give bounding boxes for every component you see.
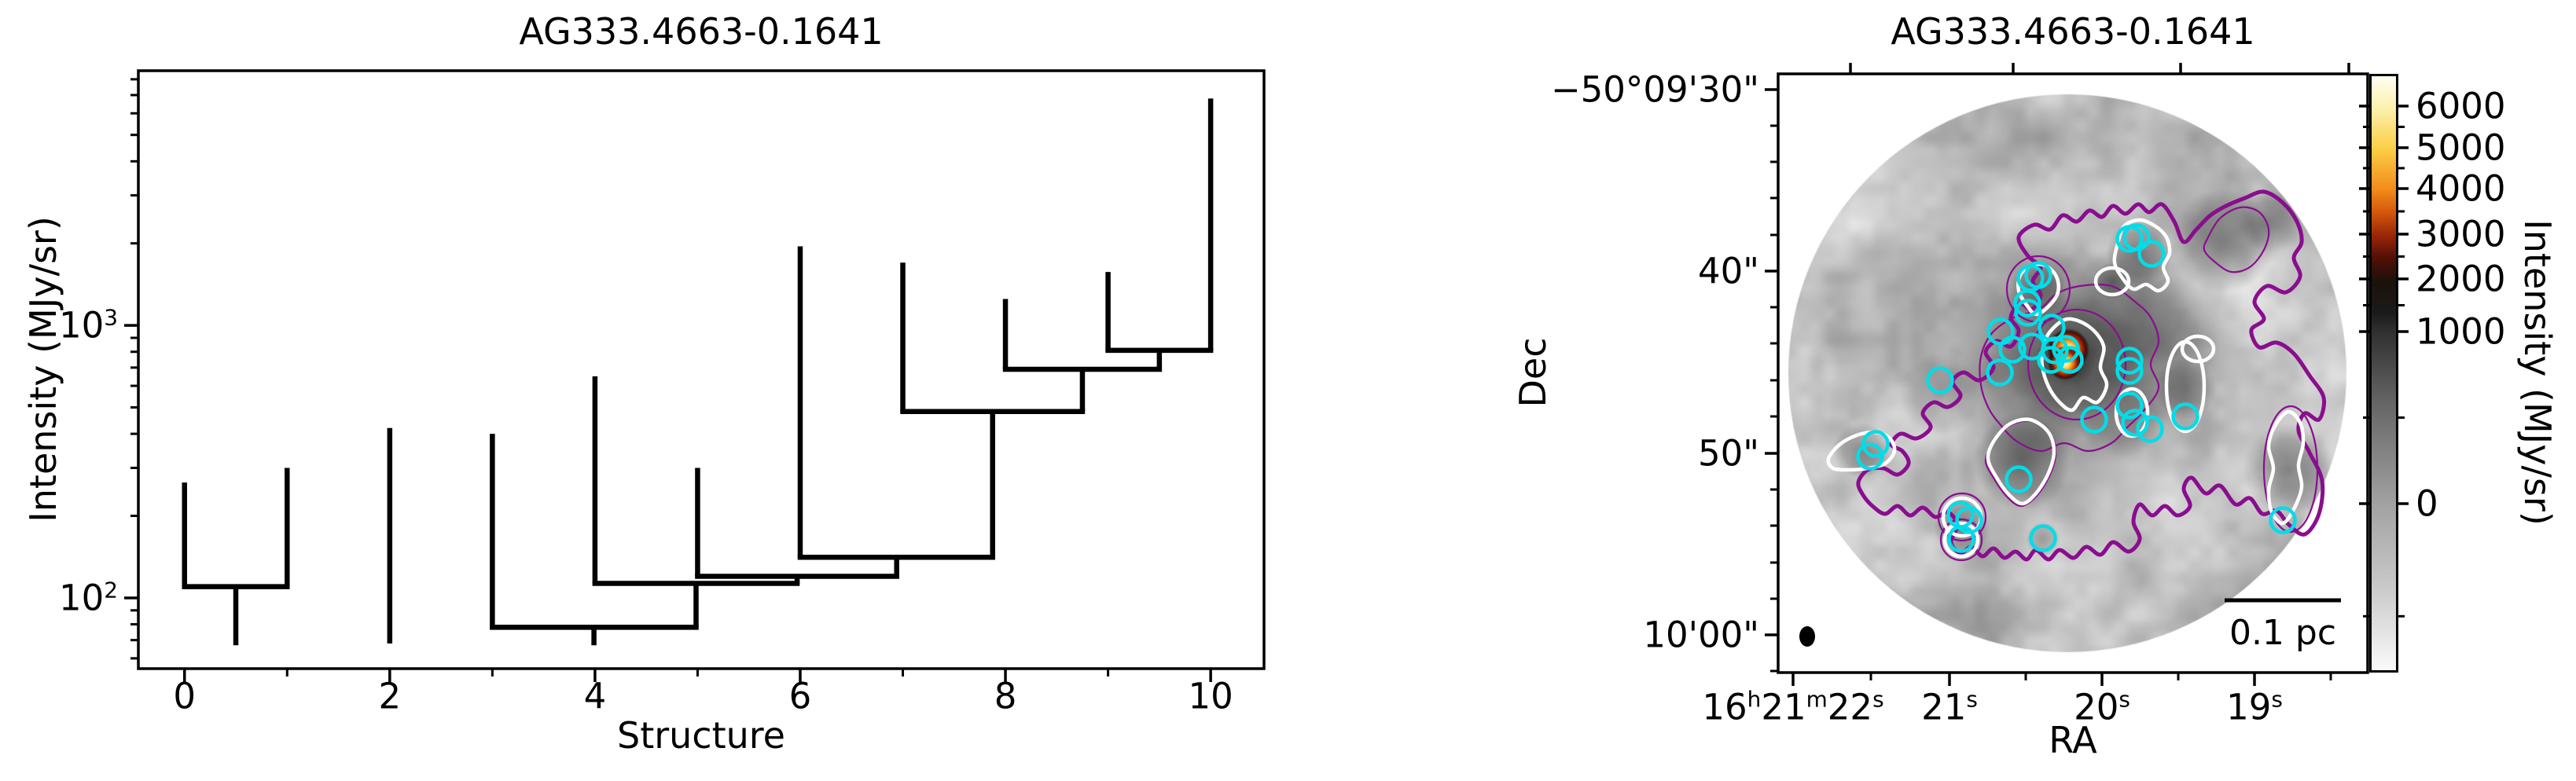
compact-source-marker — [2013, 289, 2041, 317]
white-contour — [2164, 339, 2207, 434]
compact-source-marker — [1986, 358, 2014, 387]
right-panel-title: AG333.4663-0.1641 — [1891, 10, 2255, 53]
colorbar-tick-label: 2000 — [2416, 258, 2506, 300]
compact-source-marker — [2171, 402, 2199, 431]
white-contour — [1942, 521, 1980, 559]
compact-source-marker — [2137, 240, 2166, 268]
colorbar-tick-label: 4000 — [2416, 167, 2506, 210]
dec-tick-label: −50°09'30" — [1550, 68, 1759, 111]
compact-source-marker — [2014, 299, 2042, 327]
left-x-tick-label: 6 — [788, 675, 812, 717]
left-x-tick-label: 8 — [994, 675, 1017, 717]
purple-contour-inner — [1939, 518, 1983, 562]
colorbar-tick-label: 0 — [2416, 482, 2438, 525]
dec-tick-label: 40" — [1698, 250, 1759, 292]
dec-tick-label: 10'00" — [1643, 614, 1759, 656]
left-axes-box — [137, 69, 1266, 670]
colorbar-tick-label: 5000 — [2416, 126, 2506, 169]
white-contour — [2266, 409, 2306, 526]
left-x-tick-label: 0 — [173, 675, 197, 717]
purple-contour-inner — [2203, 206, 2270, 273]
map-overlays — [1799, 189, 2341, 647]
purple-contour-inner — [1979, 283, 2160, 453]
colorbar-tick-label: 3000 — [2416, 213, 2506, 255]
white-contour — [2093, 266, 2131, 297]
compact-source-marker — [1955, 506, 1983, 534]
right-x-axis-label: RA — [2049, 719, 2097, 761]
compact-source-marker — [2136, 415, 2164, 443]
colorbar-tick-label: 1000 — [2416, 310, 2506, 353]
purple-contour-outer — [1856, 189, 2326, 562]
purple-contour-inner — [1937, 492, 1987, 542]
purple-contour-inner — [1984, 420, 2057, 508]
compact-source-marker — [2115, 346, 2144, 375]
left-panel-title: AG333.4663-0.1641 — [519, 10, 884, 53]
ra-tick-label: 19s — [2226, 686, 2283, 728]
white-contour — [2040, 317, 2109, 412]
beam-ellipse — [1799, 626, 1815, 647]
white-contour — [1986, 417, 2056, 506]
white-contour — [2112, 218, 2172, 293]
left-x-tick-label: 10 — [1188, 675, 1233, 717]
colorbar-tick-label: 6000 — [2416, 85, 2506, 127]
ra-tick-label: 16h21m22s — [1702, 686, 1884, 728]
compact-source-marker — [2121, 409, 2149, 437]
left-x-tick-label: 4 — [583, 675, 607, 717]
white-contour — [1826, 430, 1897, 472]
compact-source-marker — [2080, 405, 2108, 434]
ra-tick-label: 21s — [1921, 686, 1978, 728]
compact-source-marker — [1947, 525, 1975, 553]
compact-source-marker — [2024, 261, 2052, 289]
ra-tick-label: 20s — [2074, 686, 2130, 728]
compact-source-marker — [2115, 357, 2144, 385]
purple-contour-inner — [2262, 405, 2319, 534]
compact-source-marker — [2029, 524, 2057, 552]
left-y-tick-label: 103 — [58, 304, 118, 346]
left-x-tick-label: 2 — [378, 675, 402, 717]
compact-source-marker — [2056, 346, 2084, 374]
compact-source-marker — [2269, 506, 2297, 534]
compact-source-marker — [1998, 336, 2027, 364]
left-y-tick-label: 102 — [58, 577, 118, 619]
scalebar-label: 0.1 pc — [2229, 613, 2337, 653]
dec-tick-label: 50" — [1698, 432, 1759, 475]
compact-source-marker — [1926, 366, 1954, 394]
white-contour — [2180, 334, 2216, 364]
colorbar — [2369, 74, 2398, 673]
left-x-axis-label: Structure — [617, 714, 785, 757]
purple-contour-inner — [2027, 308, 2127, 421]
map-axes-box — [1777, 72, 2369, 674]
compact-source-marker — [1856, 442, 1884, 471]
compact-source-marker — [2122, 223, 2151, 251]
compact-source-marker — [1861, 430, 1890, 458]
compact-source-marker — [2115, 391, 2144, 420]
compact-source-marker — [2005, 465, 2033, 493]
